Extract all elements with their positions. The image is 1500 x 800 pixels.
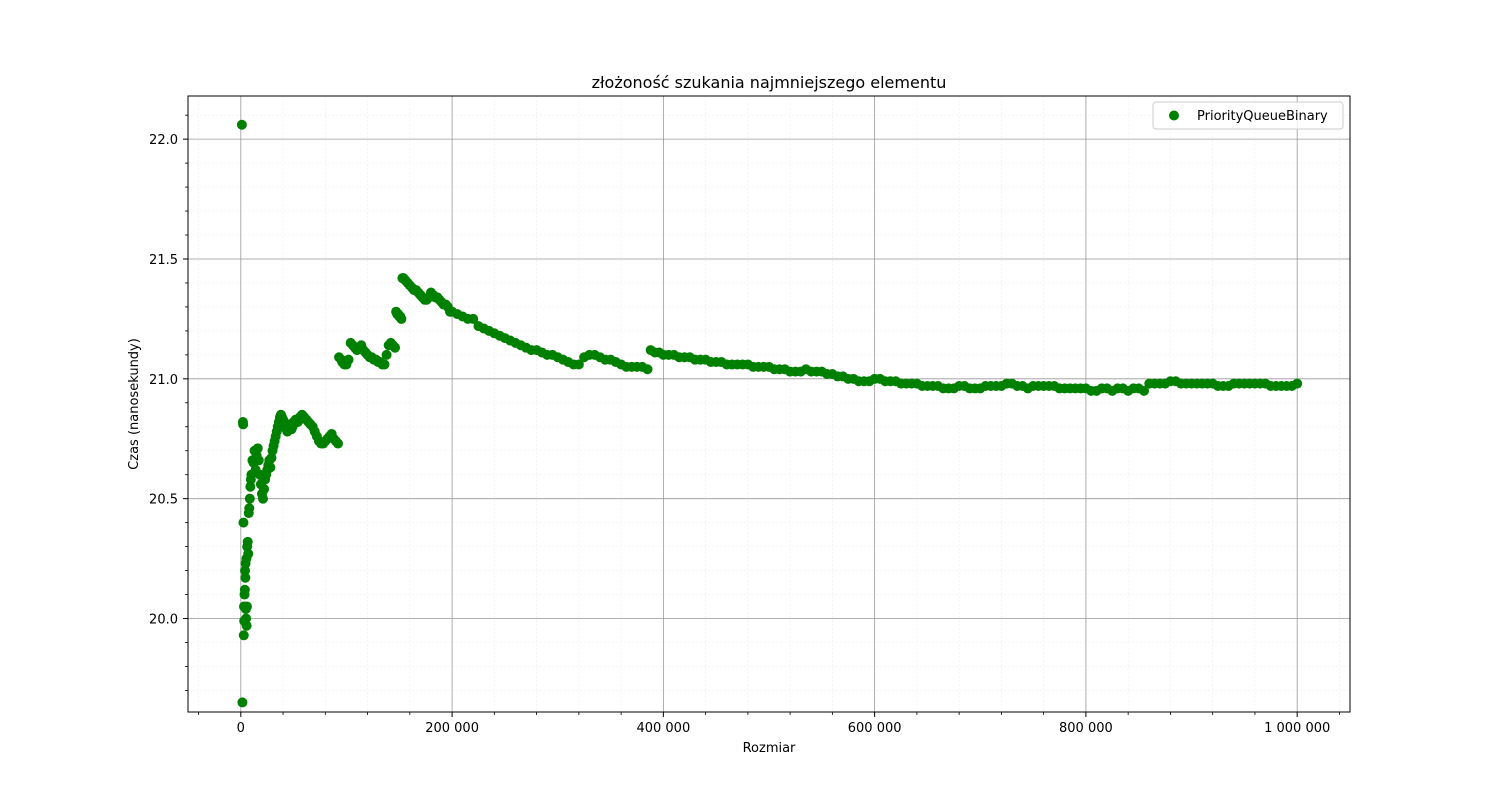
data-point: [1292, 378, 1303, 389]
data-point: [242, 536, 253, 547]
data-point: [241, 620, 252, 631]
x-tick-label: 200 000: [425, 721, 479, 736]
data-point: [241, 601, 252, 612]
y-tick-label: 21.0: [149, 373, 178, 388]
data-point: [240, 572, 251, 583]
legend-box: [1152, 101, 1344, 130]
data-point: [241, 613, 252, 624]
data-point: [245, 481, 256, 492]
y-axis-label: Czas (nanosekundy): [127, 338, 142, 470]
data-point: [265, 462, 276, 473]
data-point: [237, 697, 248, 708]
data-point: [238, 419, 249, 430]
data-point: [642, 364, 653, 375]
data-point: [573, 359, 584, 370]
data-point: [252, 443, 263, 454]
y-tick-label: 20.0: [149, 613, 178, 628]
data-point: [240, 565, 251, 576]
data-point: [379, 359, 390, 370]
data-point: [1139, 385, 1150, 396]
x-axis-label: Rozmiar: [743, 741, 796, 756]
data-point: [381, 349, 392, 360]
data-point: [239, 584, 250, 595]
x-tick-label: 600 000: [848, 721, 902, 736]
y-tick-label: 20.5: [149, 493, 178, 508]
data-point: [258, 493, 269, 504]
data-point: [390, 342, 401, 353]
x-tick-label: 400 000: [636, 721, 690, 736]
data-point: [396, 313, 407, 324]
data-point: [238, 630, 249, 641]
y-tick-label: 21.5: [149, 253, 178, 268]
x-tick-label: 1 000 000: [1264, 721, 1330, 736]
data-point: [468, 313, 479, 324]
legend-marker-icon: [1169, 110, 1179, 121]
legend: PriorityQueueBinary: [1152, 101, 1344, 130]
y-tick-label: 22.0: [149, 133, 178, 148]
data-point: [343, 354, 354, 365]
data-point: [244, 503, 255, 514]
chart-title: złożoność szukania najmniejszego element…: [592, 73, 947, 92]
data-point: [253, 455, 264, 466]
data-point: [333, 438, 344, 449]
y-axis-ticks: 20.0 20.5 21.0 21.5 22.0: [149, 114, 188, 691]
data-point: [243, 548, 254, 559]
data-points: [236, 119, 1303, 708]
data-point: [238, 517, 249, 528]
x-tick-label: 800 000: [1059, 721, 1113, 736]
x-axis-ticks: 0 200 000 400 000 600 000 800 000 1 000 000: [198, 712, 1340, 736]
legend-label: PriorityQueueBinary: [1197, 109, 1328, 124]
x-tick-label: 0: [237, 721, 245, 736]
data-point: [244, 493, 255, 504]
axes-frame: [187, 95, 1351, 713]
data-point: [259, 484, 270, 495]
data-point: [236, 119, 247, 130]
major-grid: [188, 96, 1350, 712]
